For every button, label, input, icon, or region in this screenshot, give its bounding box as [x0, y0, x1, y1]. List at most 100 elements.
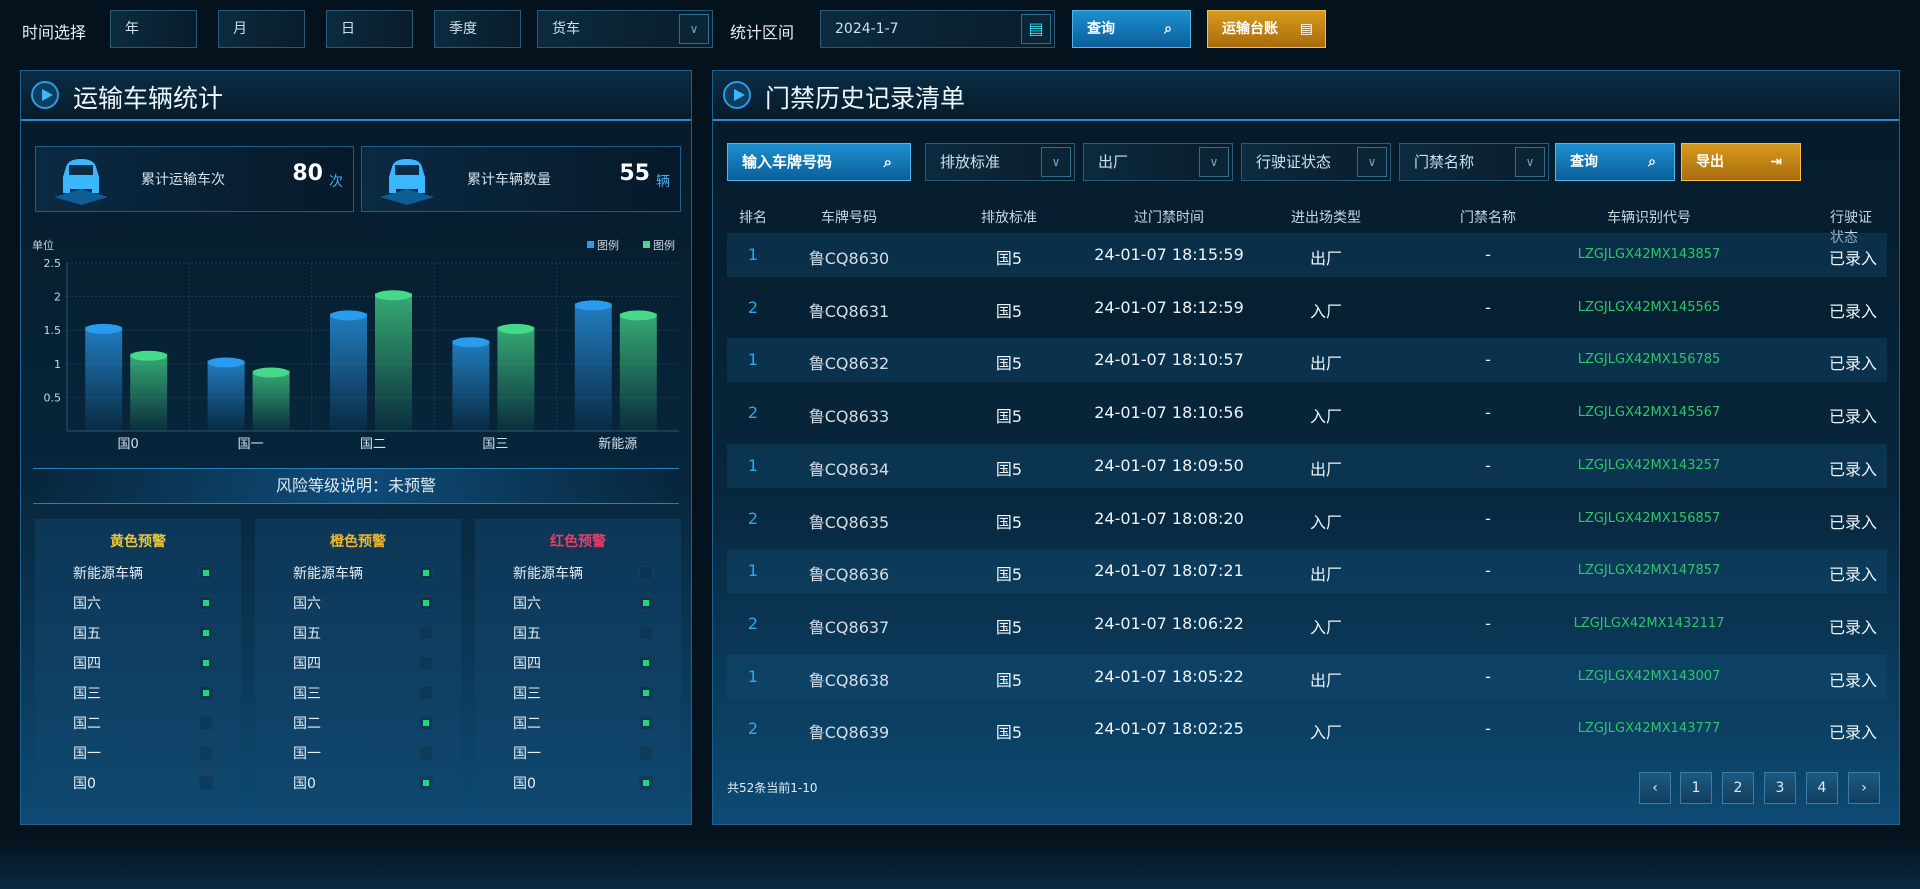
day-field[interactable]: 日: [326, 10, 413, 48]
query-button[interactable]: 查询 ⌕: [1072, 10, 1191, 48]
table-row[interactable]: 2 鲁CQ8631 国5 24-01-07 18:12:59 入厂 - LZGJLGX42M…: [727, 286, 1887, 330]
risk-checkbox[interactable]: [639, 716, 653, 730]
table-cell: 鲁CQ8637: [808, 617, 890, 637]
table-row[interactable]: 1 鲁CQ8630 国5 24-01-07 18:15:59 出厂 - LZGJLGX42M…: [727, 233, 1887, 277]
table-cell: -: [1485, 403, 1491, 423]
table-row[interactable]: 1 鲁CQ8638 国5 24-01-07 18:05:22 出厂 - LZGJLGX42M…: [727, 654, 1887, 699]
risk-checkbox[interactable]: [639, 776, 653, 790]
risk-item: 国一: [513, 743, 653, 763]
ledger-button[interactable]: 运输台账 ▤: [1207, 10, 1326, 48]
quarter-field[interactable]: 季度: [434, 10, 521, 48]
risk-checkbox[interactable]: [199, 596, 213, 610]
chevron-down-icon[interactable]: ∨: [1199, 147, 1229, 177]
risk-checkbox[interactable]: [199, 686, 213, 700]
table-row[interactable]: 1 鲁CQ8632 国5 24-01-07 18:10:57 出厂 - LZGJLGX42M…: [727, 338, 1887, 383]
page-button[interactable]: 3: [1764, 772, 1796, 804]
table-row[interactable]: 2 鲁CQ8633 国5 24-01-07 18:10:56 入厂 - LZGJLGX42M…: [727, 391, 1887, 435]
risk-item-label: 新能源车辆: [513, 566, 583, 582]
risk-checkbox[interactable]: [419, 776, 433, 790]
risk-item-label: 国五: [293, 626, 321, 642]
table-cell: 已录入: [1828, 249, 1878, 268]
table-cell: -: [1485, 561, 1491, 581]
risk-checkbox[interactable]: [199, 566, 213, 580]
chevron-down-icon[interactable]: ∨: [1041, 147, 1071, 177]
risk-checkbox[interactable]: [199, 656, 213, 670]
risk-checkbox[interactable]: [419, 656, 433, 670]
risk-item: 国四: [513, 653, 653, 673]
bar: [452, 340, 490, 431]
table-cell: LZGJLGX42MX143007: [1577, 668, 1721, 684]
chevron-down-icon[interactable]: ∨: [679, 14, 709, 44]
table-cell: 已录入: [1828, 512, 1878, 532]
risk-item: 国六: [513, 593, 653, 613]
risk-checkbox[interactable]: [639, 746, 653, 760]
table-cell: LZGJLGX42MX145567: [1577, 405, 1721, 421]
page-button[interactable]: 1: [1680, 772, 1712, 804]
gate-name-select[interactable]: 门禁名称 ∨: [1399, 143, 1549, 181]
direction-select[interactable]: 出厂 ∨: [1083, 143, 1233, 181]
risk-checkbox[interactable]: [419, 566, 433, 580]
risk-item-label: 国四: [293, 656, 321, 672]
risk-checkbox[interactable]: [419, 746, 433, 760]
bar: [330, 313, 367, 431]
bar-cap: [85, 323, 123, 334]
table-cell: LZGJLGX42MX143777: [1577, 721, 1721, 737]
risk-checkbox[interactable]: [419, 686, 433, 700]
stat-value: 55: [619, 161, 650, 186]
table-row[interactable]: 1 鲁CQ8634 国5 24-01-07 18:09:50 出厂 - LZGJLGX42M…: [727, 443, 1887, 488]
table-row[interactable]: 1 鲁CQ8636 国5 24-01-07 18:07:21 出厂 - LZGJLGX42M…: [727, 549, 1887, 594]
risk-checkbox[interactable]: [199, 746, 213, 760]
prev-page-button[interactable]: ‹: [1639, 772, 1671, 804]
risk-item: 国二: [513, 713, 653, 733]
risk-checkbox[interactable]: [199, 776, 213, 790]
risk-item: 国三: [293, 683, 433, 703]
x-tick-label: 国一: [238, 437, 264, 452]
chevron-down-icon[interactable]: ∨: [1357, 147, 1387, 177]
table-row[interactable]: 2 鲁CQ8637 国5 24-01-07 18:06:22 入厂 - LZGJLGX42M…: [727, 602, 1887, 646]
ledger-label: 运输台账: [1222, 21, 1278, 37]
calendar-icon[interactable]: ▤: [1021, 14, 1051, 44]
vehicle-stats-panel: 运输车辆统计 累计运输车次 80 次 累计车辆数量 55 辆 单位 0.5 1 1.5…: [20, 70, 692, 825]
page-button[interactable]: 2: [1722, 772, 1754, 804]
table-cell: 2: [747, 719, 759, 739]
table-row[interactable]: 2 鲁CQ8639 国5 24-01-07 18:02:25 入厂 - LZGJLGX42M…: [727, 707, 1887, 751]
table-cell: 1: [747, 666, 759, 686]
bar-chart: 单位 0.5 1 1.5 2 2.5 国0 国一 国二 国三 新能源 图例 图例: [32, 238, 679, 452]
risk-item-label: 国一: [293, 746, 321, 762]
table-cell: -: [1485, 508, 1491, 528]
risk-checkbox[interactable]: [199, 626, 213, 640]
risk-checkbox[interactable]: [639, 596, 653, 610]
bottom-decoration: [0, 838, 1920, 889]
table-cell: 2: [747, 508, 759, 528]
table-cell: -: [1485, 666, 1491, 686]
table-row[interactable]: 2 鲁CQ8635 国5 24-01-07 18:08:20 入厂 - LZGJLGX42M…: [727, 497, 1887, 541]
year-field[interactable]: 年: [110, 10, 197, 48]
table-cell: 已录入: [1828, 407, 1878, 427]
emission-select[interactable]: 排放标准 ∨: [925, 143, 1075, 181]
risk-checkbox[interactable]: [419, 596, 433, 610]
y-tick-label: 1.5: [44, 324, 62, 337]
page-button[interactable]: 4: [1806, 772, 1838, 804]
date-field[interactable]: 2024-1-7 ▤: [820, 10, 1055, 48]
risk-checkbox[interactable]: [639, 566, 653, 580]
risk-item: 新能源车辆: [293, 563, 433, 583]
license-status-select[interactable]: 行驶证状态 ∨: [1241, 143, 1391, 181]
month-field[interactable]: 月: [218, 10, 305, 48]
play-icon: [723, 81, 751, 109]
stat-value: 80: [292, 161, 323, 186]
table-query-button[interactable]: 查询 ⌕: [1555, 143, 1675, 181]
risk-checkbox[interactable]: [639, 686, 653, 700]
chevron-down-icon[interactable]: ∨: [1515, 147, 1545, 177]
risk-item-label: 国一: [513, 746, 541, 762]
risk-checkbox[interactable]: [419, 626, 433, 640]
export-button[interactable]: 导出 ⇥: [1681, 143, 1801, 181]
risk-checkbox[interactable]: [639, 656, 653, 670]
vehicle-type-select[interactable]: 货车 ∨: [537, 10, 713, 48]
risk-checkbox[interactable]: [199, 716, 213, 730]
risk-item-label: 国二: [513, 716, 541, 732]
next-page-button[interactable]: ›: [1848, 772, 1880, 804]
risk-checkbox[interactable]: [639, 626, 653, 640]
table-cell: 已录入: [1828, 723, 1878, 743]
plate-search-input[interactable]: 输入车牌号码 ⌕: [727, 143, 911, 181]
risk-checkbox[interactable]: [419, 716, 433, 730]
